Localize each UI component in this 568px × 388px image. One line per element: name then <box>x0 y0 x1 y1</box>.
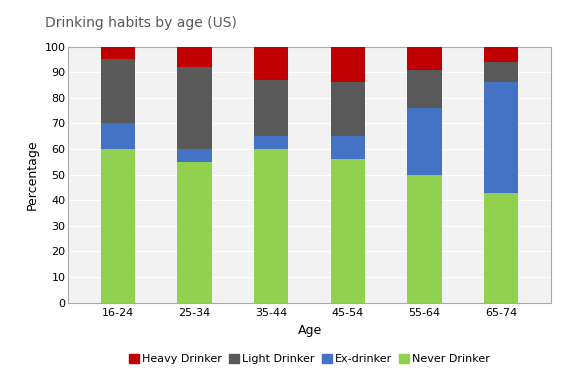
Bar <box>101 59 135 123</box>
Bar <box>407 47 442 69</box>
Bar <box>254 47 289 80</box>
Bar <box>484 82 519 192</box>
Bar <box>177 162 212 303</box>
Bar <box>101 123 135 149</box>
Bar <box>177 67 212 149</box>
Bar <box>331 82 365 136</box>
Bar <box>407 175 442 303</box>
Bar <box>331 47 365 82</box>
Bar <box>177 149 212 162</box>
Bar <box>484 47 519 62</box>
Bar <box>331 159 365 303</box>
Bar <box>484 62 519 82</box>
X-axis label: Age: Age <box>298 324 321 337</box>
Y-axis label: Percentage: Percentage <box>26 139 39 210</box>
Bar <box>407 69 442 108</box>
Text: Drinking habits by age (US): Drinking habits by age (US) <box>45 16 237 29</box>
Bar <box>101 149 135 303</box>
Bar <box>484 192 519 303</box>
Bar <box>101 47 135 59</box>
Bar <box>254 149 289 303</box>
Bar <box>177 47 212 67</box>
Bar <box>254 80 289 136</box>
Bar <box>407 108 442 175</box>
Bar <box>331 136 365 159</box>
Legend: Heavy Drinker, Light Drinker, Ex-drinker, Never Drinker: Heavy Drinker, Light Drinker, Ex-drinker… <box>125 350 494 369</box>
Bar <box>254 136 289 149</box>
